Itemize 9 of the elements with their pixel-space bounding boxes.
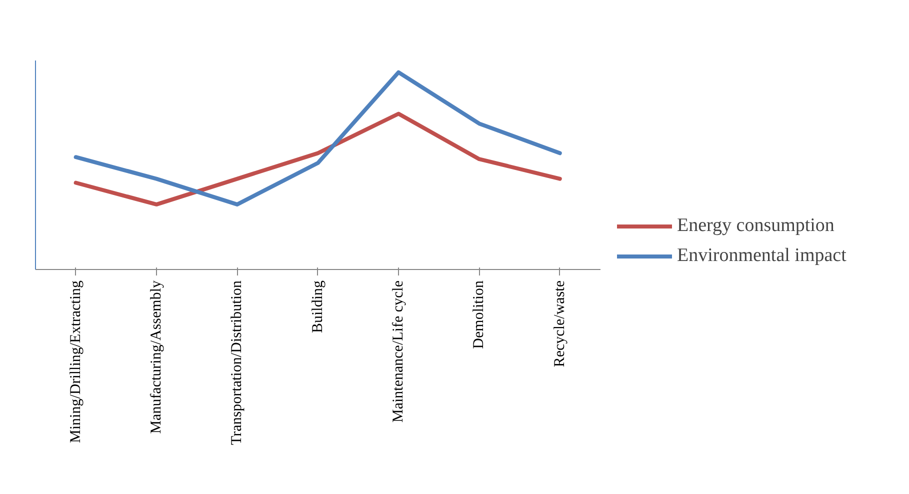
x-tick-label: Manufacturing/Assembly bbox=[148, 280, 165, 434]
legend-label: Environmental impact bbox=[677, 245, 846, 267]
x-tick-label: Maintenance/Life cycle bbox=[390, 280, 407, 422]
x-tick-label: Transportation/Distribution bbox=[229, 280, 246, 445]
legend-label: Energy consumption bbox=[677, 215, 834, 237]
x-tick-label: Recycle/waste bbox=[552, 280, 568, 368]
x-tick-label: Mining/Drilling/Extracting bbox=[68, 280, 84, 443]
x-tick-label: Demolition bbox=[471, 280, 488, 349]
x-tick-label: Building bbox=[310, 280, 326, 334]
